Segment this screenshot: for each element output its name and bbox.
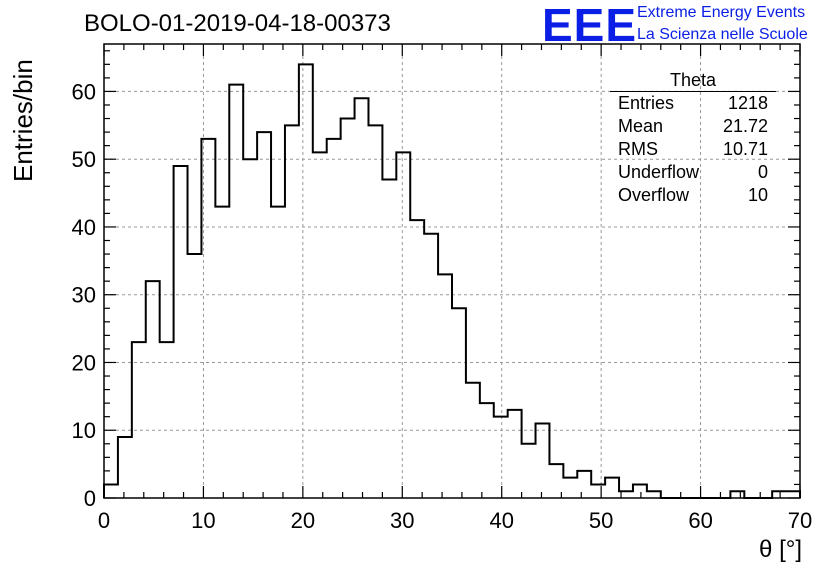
- stats-label: Mean: [618, 116, 664, 136]
- x-tick-label: 10: [191, 508, 215, 533]
- stats-label: Entries: [618, 93, 675, 113]
- y-tick-label: 50: [72, 147, 96, 172]
- y-tick-label: 10: [72, 418, 96, 443]
- logo-line-2: La Scienza nelle Scuole: [637, 26, 808, 43]
- stats-row-overflow: Overflow 10: [610, 184, 776, 207]
- x-axis-label: θ [°]: [759, 536, 802, 563]
- stats-value: 10.71: [722, 139, 768, 159]
- plot-frame: [103, 43, 801, 499]
- y-axis-label-box: Entries/bin: [8, 59, 38, 230]
- stats-value: 1218: [727, 93, 768, 113]
- y-tick-label: 60: [72, 79, 96, 104]
- stats-box: Theta Entries 1218 Mean 21.72 RMS 10.71 …: [610, 70, 776, 207]
- x-tick-label: 20: [291, 508, 315, 533]
- stats-row-rms: RMS 10.71: [610, 138, 776, 161]
- x-tick-label: 30: [390, 508, 414, 533]
- stats-label: Overflow: [618, 185, 690, 205]
- y-tick-label: 40: [72, 215, 96, 240]
- stats-title: Theta: [610, 70, 776, 92]
- stats-row-underflow: Underflow 0: [610, 161, 776, 184]
- chart-title: BOLO-01-2019-04-18-00373: [84, 10, 391, 37]
- grid-lines: [104, 44, 800, 498]
- x-tick-label: 0: [98, 508, 110, 533]
- x-tick-label: 60: [688, 508, 712, 533]
- x-tick-label: 70: [788, 508, 812, 533]
- stats-value: 21.72: [722, 116, 768, 136]
- stats-row-mean: Mean 21.72: [610, 115, 776, 138]
- stats-value: 10: [747, 185, 768, 205]
- y-tick-label: 0: [84, 486, 96, 511]
- x-tick-label: 40: [489, 508, 513, 533]
- axis-tick-labels: 0 10 20 30 40 50 60 70 0 10 20 30 40 50 60: [72, 79, 813, 533]
- y-axis-label: Entries/bin: [8, 59, 38, 182]
- stats-label: Underflow: [618, 162, 700, 182]
- stats-label: RMS: [618, 139, 658, 159]
- logo-line-1: Extreme Energy Events: [637, 4, 806, 21]
- x-tick-label: 50: [589, 508, 613, 533]
- eee-logo: EEE: [542, 0, 638, 51]
- histogram-outline: [103, 63, 801, 499]
- y-tick-label: 20: [72, 350, 96, 375]
- stats-value: 0: [757, 162, 768, 182]
- y-tick-label: 30: [72, 283, 96, 308]
- stats-row-entries: Entries 1218: [610, 92, 776, 115]
- axis-ticks: [103, 44, 801, 499]
